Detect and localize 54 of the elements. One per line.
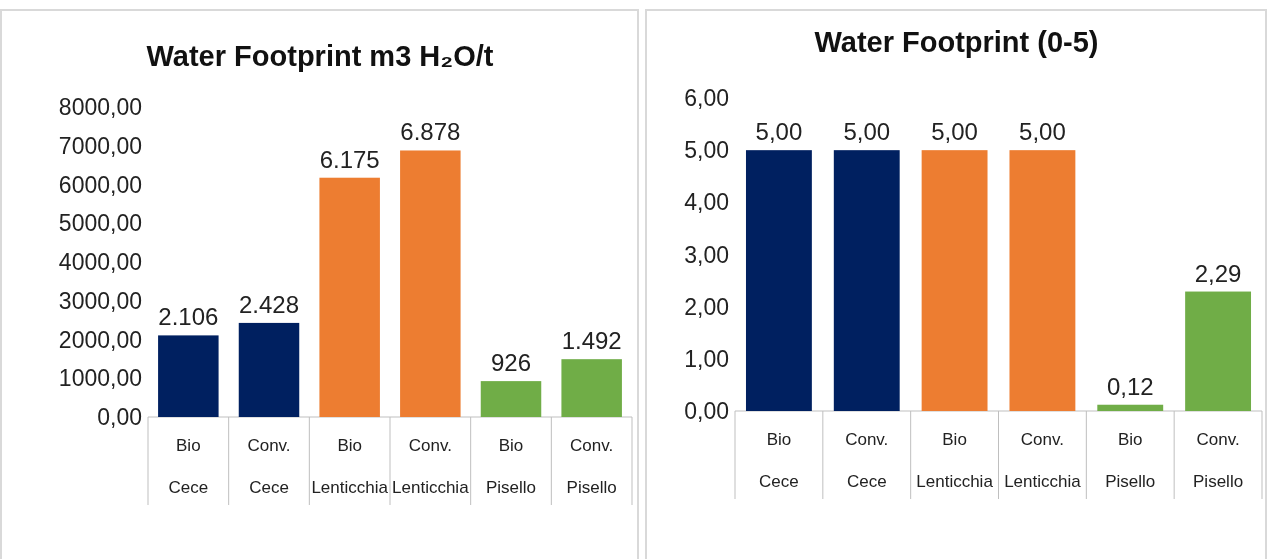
y-tick-label: 6,00 — [684, 85, 729, 112]
y-tick-label: 2000,00 — [58, 326, 142, 353]
bar — [921, 150, 988, 411]
y-tick-label: 5000,00 — [58, 210, 142, 237]
bar — [1009, 150, 1076, 411]
y-tick-label: 4000,00 — [58, 249, 142, 276]
bar — [400, 150, 461, 417]
y-tick-label: 0,00 — [97, 404, 142, 431]
category-label: Conv. Lenticchia — [392, 436, 469, 497]
data-label: 926 — [490, 349, 532, 377]
bar — [1097, 404, 1164, 411]
data-label: 2,29 — [1194, 259, 1242, 287]
chart-title: Water Footprint m3 H₂O/t — [146, 40, 494, 72]
category-label: Bio Lenticchia — [311, 436, 388, 497]
data-label: 1.492 — [561, 327, 622, 355]
category-label: Conv. Lenticchia — [1004, 430, 1081, 491]
bar — [561, 359, 622, 417]
y-tick-label: 3,00 — [684, 241, 729, 268]
category-label: Bio Pisello — [485, 436, 537, 497]
y-tick-label: 1000,00 — [58, 365, 142, 392]
y-tick-label: 1,00 — [684, 345, 729, 372]
y-tick-label: 5,00 — [684, 137, 729, 164]
data-label: 2.428 — [238, 290, 300, 318]
y-tick-label: 6000,00 — [58, 171, 142, 198]
category-label: Bio Cece — [168, 436, 209, 497]
y-tick-label: 0,00 — [684, 398, 729, 425]
data-label: 5,00 — [931, 118, 978, 146]
data-label: 6.175 — [319, 145, 380, 173]
y-tick-label: 4,00 — [684, 189, 729, 216]
y-tick-label: 3000,00 — [58, 287, 142, 314]
bar — [158, 335, 219, 417]
category-label: Conv. Cece — [247, 436, 291, 497]
category-label: Conv. Cece — [845, 430, 889, 491]
data-label: 2.106 — [158, 303, 219, 331]
data-label: 0,12 — [1106, 372, 1154, 400]
bar — [1185, 291, 1252, 411]
y-tick-label: 8000,00 — [58, 94, 142, 121]
chart-title: Water Footprint (0-5) — [814, 26, 1099, 58]
data-label: 5,00 — [755, 118, 803, 146]
bar — [480, 381, 542, 417]
bar — [745, 150, 812, 411]
category-label: Bio Pisello — [1105, 430, 1156, 491]
y-tick-label: 7000,00 — [58, 132, 142, 159]
bar — [833, 150, 900, 411]
category-label: Conv. Pisello — [1193, 430, 1244, 491]
bar — [238, 322, 300, 417]
category-label: Bio Cece — [759, 430, 799, 491]
data-label: 6.878 — [400, 118, 461, 146]
data-label: 5,00 — [843, 118, 891, 146]
y-tick-label: 2,00 — [684, 293, 729, 320]
category-label: Conv. Pisello — [566, 436, 617, 497]
bar — [319, 177, 380, 417]
data-label: 5,00 — [1019, 118, 1066, 146]
category-label: Bio Lenticchia — [916, 430, 993, 491]
